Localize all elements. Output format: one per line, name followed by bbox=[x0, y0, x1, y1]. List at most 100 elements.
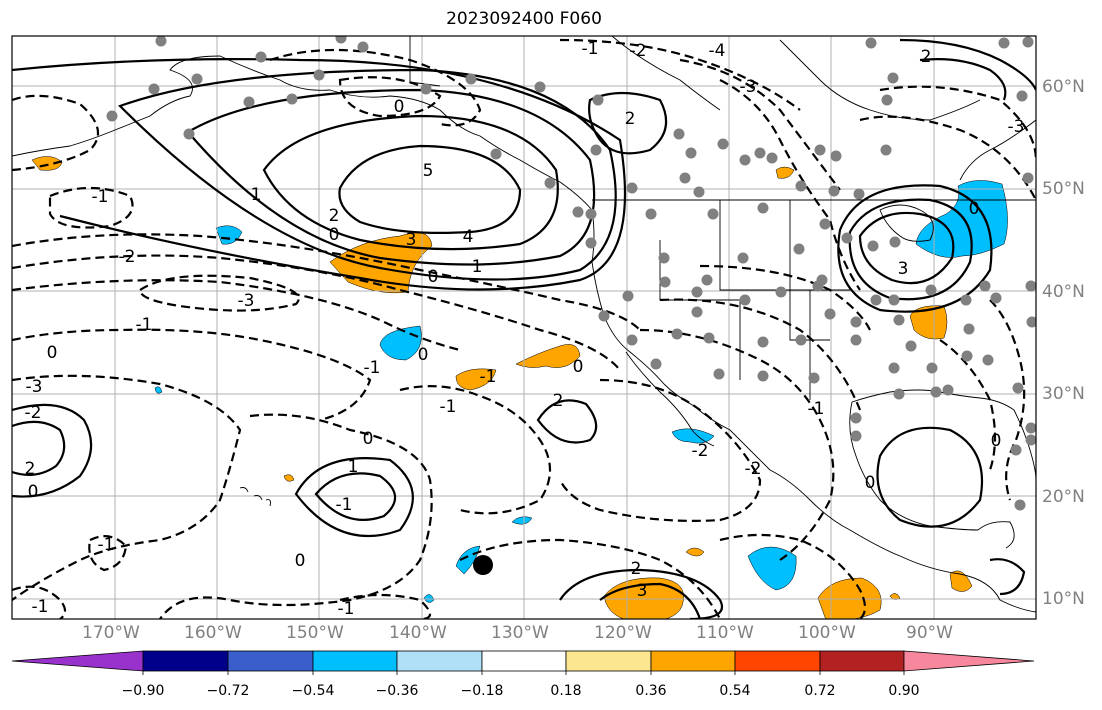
contour-label: -1 bbox=[136, 315, 153, 335]
contour-label: 0 bbox=[865, 473, 876, 493]
contours-negative bbox=[12, 38, 1036, 619]
gulf-of-mexico-coast bbox=[851, 389, 1036, 481]
contour-label: -2 bbox=[25, 403, 42, 423]
contour-label: 5 bbox=[423, 161, 434, 181]
contour-label: 2 bbox=[329, 206, 340, 226]
contour-label: -3 bbox=[1008, 117, 1025, 137]
lat-tick-label: 20°N bbox=[1042, 487, 1085, 507]
contour-line bbox=[12, 374, 242, 601]
contour-label: 0 bbox=[329, 225, 340, 245]
contour-line bbox=[848, 198, 973, 301]
contour-line bbox=[588, 91, 668, 155]
contour-line bbox=[699, 264, 871, 331]
contour-label: 1 bbox=[472, 257, 483, 277]
contour-label: -1 bbox=[98, 535, 115, 555]
contour-label: -4 bbox=[709, 41, 726, 61]
contour-label: 2 bbox=[625, 109, 636, 129]
contour-label: -3 bbox=[740, 77, 757, 97]
contour-line bbox=[879, 85, 1036, 161]
contour-label: -1 bbox=[480, 367, 497, 387]
contour-line bbox=[876, 426, 984, 528]
colorbar-segment bbox=[481, 650, 567, 672]
baja-peninsula bbox=[625, 351, 715, 447]
contour-line bbox=[339, 593, 432, 619]
contour-line bbox=[459, 538, 721, 619]
lat-tick-label: 10°N bbox=[1042, 589, 1085, 609]
contour-label: -3 bbox=[26, 377, 43, 397]
contour-label: 0 bbox=[363, 429, 374, 449]
contour-label: 2 bbox=[921, 47, 932, 67]
orange-patch bbox=[283, 474, 295, 482]
colorbar-tick-label: 0.54 bbox=[719, 683, 751, 699]
contour-label: 1 bbox=[348, 457, 359, 477]
contour-label: -1 bbox=[364, 358, 381, 378]
contour-label: -1 bbox=[32, 597, 49, 617]
colorbar-tick-label: 0.18 bbox=[550, 683, 582, 699]
hawaii-islands bbox=[239, 487, 271, 507]
orange-patch bbox=[949, 570, 973, 592]
lon-tick-label: 130°W bbox=[491, 623, 549, 643]
contour-line bbox=[12, 94, 100, 172]
contour-line bbox=[138, 274, 300, 312]
contour-line bbox=[989, 299, 1026, 501]
contour-label: 0 bbox=[394, 97, 405, 117]
contour-label: 0 bbox=[28, 482, 39, 502]
colorbar-tick-label: −0.90 bbox=[121, 683, 165, 699]
lon-tick-label: 100°W bbox=[798, 623, 856, 643]
contour-label: 1 bbox=[251, 185, 262, 205]
contour-label: -1 bbox=[92, 187, 109, 207]
colorbar-lower-extension bbox=[11, 650, 144, 672]
contour-label: 3 bbox=[406, 230, 417, 250]
contour-labels: -1 -2 -3 -4 0 -1 1 2 3 4 5 0 1 2 -3 -2 -… bbox=[25, 39, 1025, 619]
hudson-bay-coast bbox=[779, 39, 981, 121]
lat-tick-label: 30°N bbox=[1042, 384, 1085, 404]
storm-marker bbox=[473, 555, 493, 575]
orange-patch bbox=[455, 368, 497, 391]
contour-line bbox=[12, 420, 66, 477]
contour-line bbox=[399, 385, 551, 515]
colorbar-tick-label: −0.72 bbox=[206, 683, 250, 699]
state-border bbox=[789, 200, 830, 341]
colorbar-segment bbox=[312, 650, 398, 672]
orange-patch bbox=[685, 547, 705, 557]
great-lakes bbox=[879, 204, 934, 242]
contour-line bbox=[12, 254, 621, 371]
lon-tick-label: 160°W bbox=[184, 623, 242, 643]
contour-label: 0 bbox=[428, 267, 439, 287]
contour-line bbox=[919, 58, 1007, 101]
colorbar-tick-label: 0.36 bbox=[635, 683, 667, 699]
canada-east bbox=[959, 119, 1036, 181]
station-dots bbox=[106, 36, 1036, 511]
contour-label: 0 bbox=[418, 345, 429, 365]
yucatan bbox=[977, 521, 1015, 549]
contour-label: 0 bbox=[969, 199, 980, 219]
contour-label: -2 bbox=[745, 459, 762, 479]
contour-line bbox=[12, 233, 641, 331]
colorbar-tick-label: −0.18 bbox=[460, 683, 504, 699]
contour-line bbox=[48, 186, 134, 229]
lon-tick-label: 140°W bbox=[389, 623, 447, 643]
contour-line bbox=[719, 79, 861, 291]
orange-patch bbox=[909, 305, 948, 340]
contour-line bbox=[159, 413, 433, 619]
contour-label: 3 bbox=[898, 259, 909, 279]
contour-line bbox=[338, 144, 522, 234]
contour-line bbox=[294, 457, 414, 538]
blue-patch bbox=[511, 516, 533, 525]
contour-label: 0 bbox=[47, 343, 58, 363]
contour-line bbox=[859, 115, 1036, 201]
contour-label: 2 bbox=[553, 391, 564, 411]
state-border bbox=[659, 240, 741, 380]
contour-line bbox=[719, 533, 867, 619]
colorbar-segment bbox=[142, 650, 229, 672]
contour-label: -1 bbox=[440, 397, 457, 417]
colorbar-tick-label: 0.72 bbox=[804, 683, 836, 699]
orange-patch bbox=[775, 166, 795, 179]
contour-line bbox=[88, 535, 128, 572]
contour-line bbox=[338, 76, 442, 118]
contour-line bbox=[837, 184, 993, 313]
contour-line bbox=[679, 58, 841, 191]
contour-line bbox=[12, 328, 372, 422]
lat-tick-label: 50°N bbox=[1042, 179, 1085, 199]
